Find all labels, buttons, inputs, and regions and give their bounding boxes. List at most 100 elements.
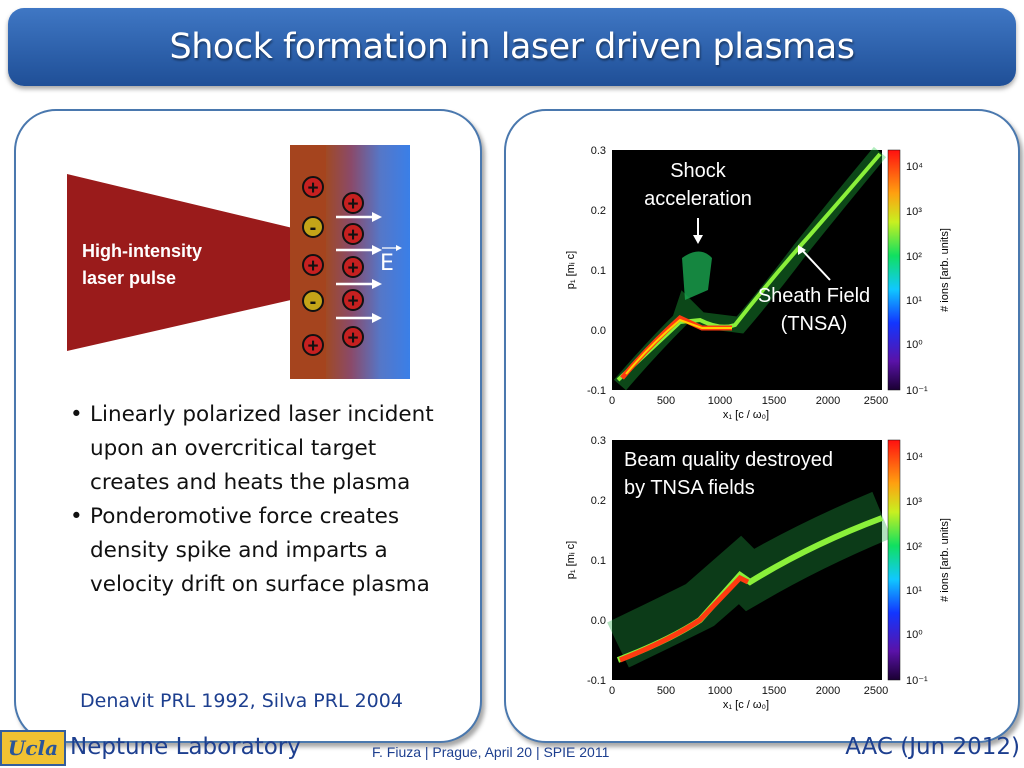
svg-text:-: - (310, 291, 317, 313)
x-tick: 0 (609, 685, 615, 697)
target-slab-gradient (326, 145, 410, 379)
y-tick: 0.0 (591, 325, 606, 337)
phase-space-plot-bottom: 0.3 0.2 0.1 0.0 -0.1 p₁ [mᵢ c] 0 500 100… (565, 435, 951, 711)
y-tick: -0.1 (587, 385, 606, 397)
colorbar-tick: 10⁰ (906, 629, 923, 641)
shock-annotation-line2: acceleration (644, 188, 752, 210)
colorbar-tick: 10⁴ (906, 451, 923, 463)
svg-text:+: + (347, 194, 358, 215)
y-tick: 0.0 (591, 615, 606, 627)
colorbar-tick: 10² (906, 541, 922, 553)
colorbar-tick: 10³ (906, 206, 922, 218)
plus-charge-icon: + (342, 192, 364, 215)
svg-text:+: + (347, 258, 358, 279)
svg-text:-: - (310, 217, 317, 239)
y-tick: 0.1 (591, 265, 606, 277)
x-tick: 500 (657, 685, 675, 697)
x-tick: 1500 (762, 685, 786, 697)
y-tick: 0.2 (591, 205, 606, 217)
y-tick: 0.1 (591, 555, 606, 567)
footer-citation: F. Fiuza | Prague, April 20 | SPIE 2011 (372, 744, 610, 760)
plus-charge-icon: + (302, 254, 324, 277)
ucla-logo: Ucla (0, 730, 66, 766)
plot-area (612, 440, 882, 680)
colorbar-tick: 10⁴ (906, 161, 923, 173)
bullet-text: Ponderomotive force creates density spik… (90, 504, 430, 597)
svg-text:+: + (347, 291, 358, 312)
colorbar (887, 149, 901, 391)
shock-annotation-line1: Shock (670, 160, 726, 182)
slide-title: Shock formation in laser driven plasmas (169, 27, 855, 67)
x-axis: 0 500 1000 1500 2000 2500 (609, 395, 888, 407)
x-tick: 500 (657, 395, 675, 407)
title-bar: Shock formation in laser driven plasmas (8, 8, 1016, 86)
bullet-list: • Linearly polarized laser incident upon … (66, 398, 461, 602)
x-tick: 1000 (708, 395, 732, 407)
laser-target-diagram: + - + - + + + + + + (67, 145, 410, 379)
y-axis: 0.3 0.2 0.1 0.0 -0.1 (587, 145, 606, 397)
footer-conference: AAC (Jun 2012) (845, 734, 1020, 760)
charge-markers: + - + - + + + + + + (302, 176, 364, 357)
plot-area (612, 150, 882, 390)
x-tick: 1000 (708, 685, 732, 697)
sheath-annotation: Sheath Field (TNSA) (744, 282, 884, 338)
x-tick: 1500 (762, 395, 786, 407)
colorbar-tick: 10⁰ (906, 339, 923, 351)
laser-label-line1: High-intensity (82, 241, 202, 261)
laser-label-line2: laser pulse (82, 268, 177, 288)
y-tick: 0.3 (591, 145, 606, 157)
colorbar-tick: 10⁻¹ (906, 675, 928, 687)
colorbar-tick: 10⁻¹ (906, 385, 928, 397)
svg-text:+: + (347, 328, 358, 349)
colorbar-tick: 10¹ (906, 585, 922, 597)
y-tick: 0.2 (591, 495, 606, 507)
svg-text:+: + (307, 336, 318, 357)
field-label: E (380, 251, 394, 276)
colorbar (887, 439, 901, 681)
x-tick: 2000 (816, 685, 840, 697)
data-cloud (613, 146, 887, 391)
svg-text:+: + (307, 178, 318, 199)
beam-annotation-line2: by TNSA fields (624, 477, 755, 499)
x-axis-label: x₁ [c / ω₀] (723, 699, 769, 711)
colorbar-ticks: 10⁴ 10³ 10² 10¹ 10⁰ 10⁻¹ (906, 451, 928, 687)
x-tick: 2500 (864, 395, 888, 407)
y-axis: 0.3 0.2 0.1 0.0 -0.1 (587, 435, 606, 687)
x-tick: 2500 (864, 685, 888, 697)
plus-charge-icon: + (302, 334, 324, 357)
footer-lab-name: Neptune Laboratory (70, 734, 301, 760)
colorbar-tick: 10¹ (906, 295, 922, 307)
field-arrows (336, 212, 402, 323)
x-tick: 2000 (816, 395, 840, 407)
phase-space-plot-top: 0.3 0.2 0.1 0.0 -0.1 p₁ [mᵢ c] 0 500 100… (565, 145, 951, 421)
svg-text:+: + (347, 225, 358, 246)
svg-text:+: + (307, 256, 318, 277)
plus-charge-icon: + (342, 289, 364, 312)
laser-label: High-intensity laser pulse (82, 238, 202, 292)
colorbar-tick: 10² (906, 251, 922, 263)
plus-charge-icon: + (342, 326, 364, 349)
beam-annotation-line1: Beam quality destroyed (624, 449, 834, 471)
colorbar-label: # ions [arb. units] (939, 228, 951, 312)
y-axis-label: p₁ [mᵢ c] (565, 541, 577, 579)
bullet-marker: • (70, 504, 83, 529)
colorbar-label: # ions [arb. units] (939, 518, 951, 602)
plus-charge-icon: + (342, 223, 364, 246)
x-axis: 0 500 1000 1500 2000 2500 (609, 685, 888, 697)
references: Denavit PRL 1992, Silva PRL 2004 (80, 690, 403, 712)
bullet-text: Linearly polarized laser incident upon a… (90, 402, 434, 495)
shock-annotation: Shock acceleration (626, 157, 770, 213)
x-tick: 0 (609, 395, 615, 407)
sheath-annotation-line2: (TNSA) (780, 313, 848, 335)
data-cloud (607, 491, 892, 668)
beam-quality-annotation: Beam quality destroyed by TNSA fields (624, 446, 833, 502)
annotation-arrows (693, 218, 831, 281)
minus-charge-icon: - (302, 290, 324, 313)
colorbar-tick: 10³ (906, 496, 922, 508)
sheath-annotation-line1: Sheath Field (757, 285, 871, 307)
y-axis-label: p₁ [mᵢ c] (565, 251, 577, 289)
laser-pulse-shape (67, 174, 326, 351)
plus-charge-icon: + (342, 256, 364, 279)
minus-charge-icon: - (302, 216, 324, 239)
bullet-item: • Ponderomotive force creates density spi… (66, 500, 461, 602)
